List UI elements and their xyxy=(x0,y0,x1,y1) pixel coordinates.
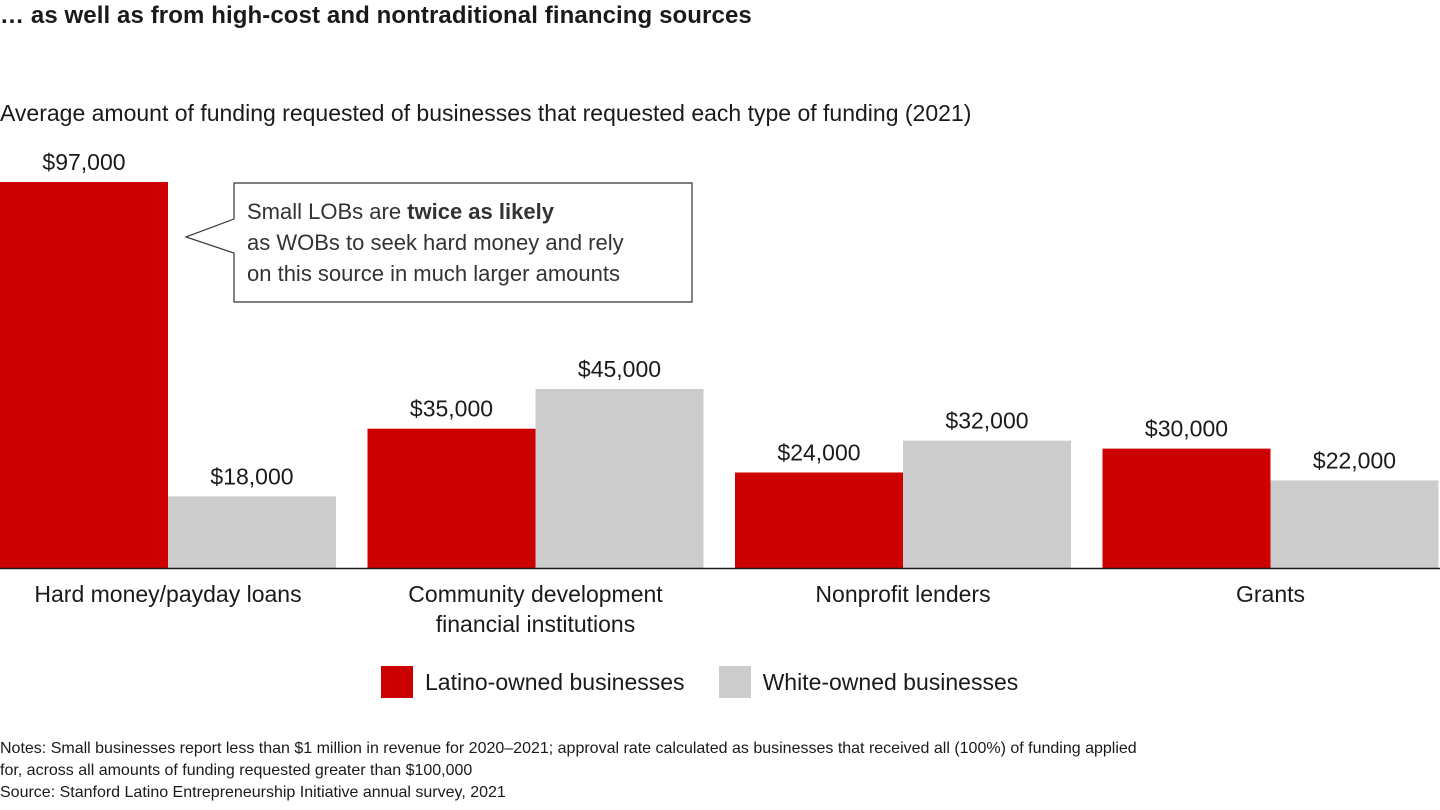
notes-line1: Notes: Small businesses report less than… xyxy=(0,740,1137,757)
legend-swatch-latino xyxy=(381,666,413,698)
data-label-latino-0: $97,000 xyxy=(42,149,125,175)
bar-latino-0 xyxy=(0,182,168,568)
data-label-white-0: $18,000 xyxy=(210,463,293,489)
category-label-0: Hard money/payday loans xyxy=(34,581,301,607)
callout-prefix: Small LOBs are xyxy=(247,199,408,224)
legend: Latino-owned businesses White-owned busi… xyxy=(381,666,1052,698)
bar-latino-2 xyxy=(735,472,903,568)
category-label-3: Grants xyxy=(1236,581,1305,607)
data-label-white-1: $45,000 xyxy=(578,356,661,382)
chart-subtitle: Average amount of funding requested of b… xyxy=(0,100,972,126)
category-label-2: Nonprofit lenders xyxy=(815,581,990,607)
callout-line3: on this source in much larger amounts xyxy=(247,261,620,286)
legend-item-white: White-owned businesses xyxy=(718,666,1019,698)
legend-item-latino: Latino-owned businesses xyxy=(381,666,685,698)
data-label-white-3: $22,000 xyxy=(1313,447,1396,473)
bar-latino-1 xyxy=(367,428,536,568)
category-label-1: Community development xyxy=(408,581,663,607)
notes-line2: for, across all amounts of funding reque… xyxy=(0,762,473,779)
callout-bold: twice as likely xyxy=(407,199,554,224)
notes-source: Source: Stanford Latino Entrepreneurship… xyxy=(0,784,506,801)
category-label-1-line2: financial institutions xyxy=(436,611,635,637)
notes: Notes: Small businesses report less than… xyxy=(0,738,1440,804)
legend-swatch-white xyxy=(718,666,751,698)
bar-latino-3 xyxy=(1102,448,1271,568)
legend-label-white: White-owned businesses xyxy=(762,668,1019,695)
bar-white-2 xyxy=(903,440,1071,568)
data-label-latino-2: $24,000 xyxy=(777,439,860,465)
bar-white-3 xyxy=(1270,480,1439,568)
data-label-white-2: $32,000 xyxy=(945,408,1028,434)
data-label-latino-3: $30,000 xyxy=(1145,416,1228,442)
legend-label-latino: Latino-owned businesses xyxy=(425,668,685,695)
bar-white-1 xyxy=(535,388,704,568)
data-label-latino-1: $35,000 xyxy=(410,396,493,422)
callout-line2: as WOBs to seek hard money and rely xyxy=(247,230,624,255)
callout-bubble xyxy=(184,182,693,303)
bar-white-0 xyxy=(168,496,336,568)
callout-text: Small LOBs are twice as likely as WOBs t… xyxy=(247,196,687,289)
chart-title: … as well as from high-cost and nontradi… xyxy=(0,2,752,29)
